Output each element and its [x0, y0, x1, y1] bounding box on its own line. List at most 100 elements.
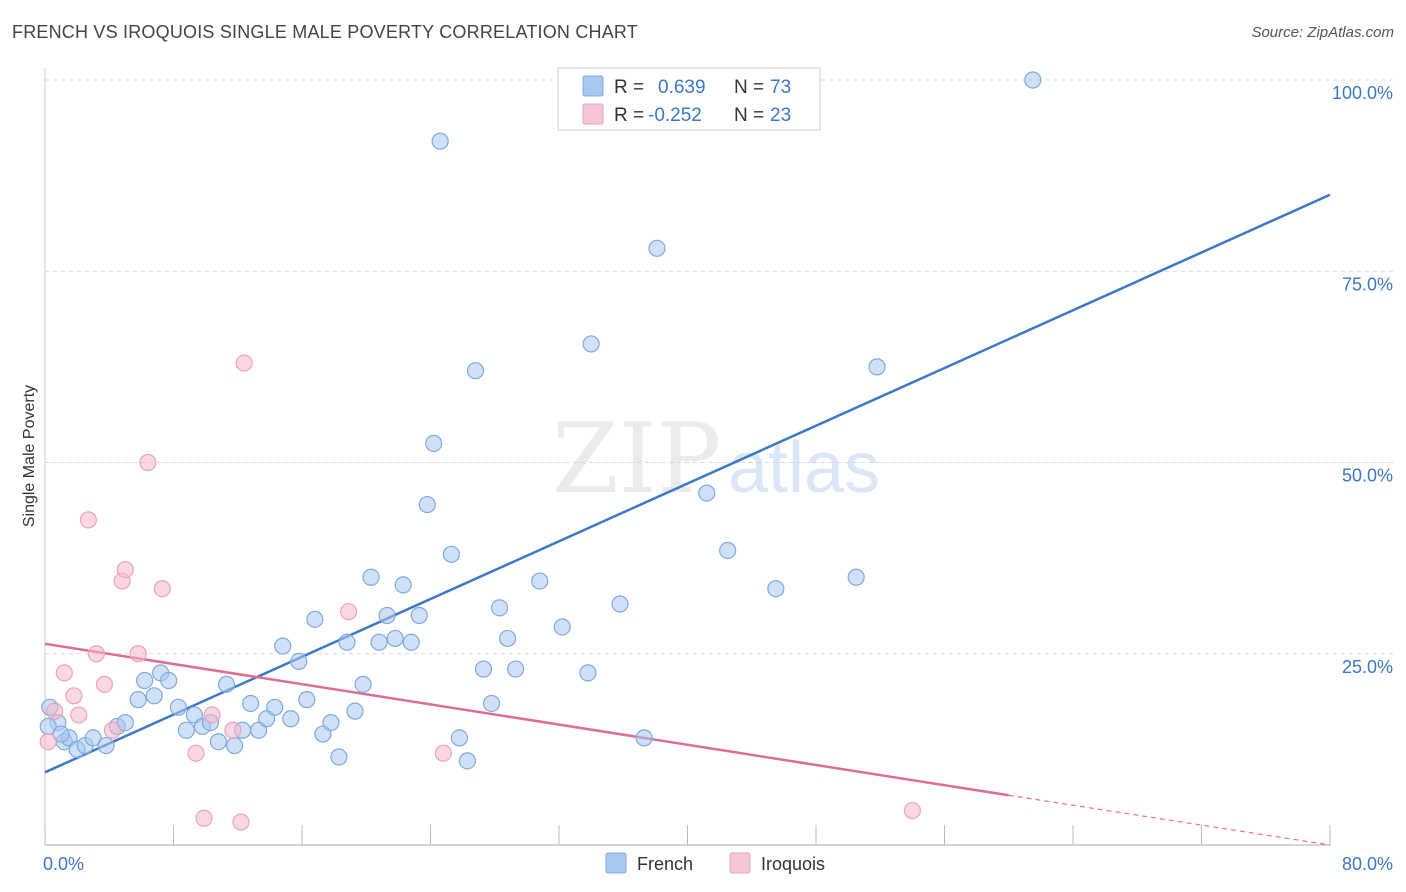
- french-point: [458, 752, 477, 770]
- french-point: [306, 610, 324, 628]
- iroquois-point: [339, 603, 358, 621]
- legend-iroquois-n-label: N =: [734, 105, 764, 126]
- iroquois-point: [187, 744, 205, 762]
- iroquois-point: [903, 801, 921, 820]
- trendline-layer: [44, 193, 1331, 846]
- legend-iroquois-r-label: R =: [614, 105, 644, 126]
- french-point: [431, 132, 449, 150]
- iroquois-point: [116, 560, 134, 579]
- french-point: [868, 358, 886, 376]
- french-point: [474, 660, 493, 678]
- x-tick-label-max: 80.0%: [1342, 854, 1393, 874]
- iroquois-point: [203, 706, 221, 724]
- french-point: [648, 239, 666, 257]
- french-point: [274, 637, 292, 655]
- french-point: [847, 568, 865, 586]
- french-point: [611, 595, 629, 613]
- french-point: [116, 713, 134, 732]
- french-point: [418, 495, 436, 514]
- y-tick-label: 50.0%: [1342, 466, 1393, 486]
- iroquois-point: [129, 645, 147, 663]
- french-point: [135, 671, 154, 690]
- french-point: [145, 687, 163, 705]
- french-point: [282, 710, 300, 728]
- french-trendline: [44, 193, 1331, 774]
- french-point: [499, 629, 517, 648]
- french-point: [582, 335, 600, 353]
- legend-box: R = 0.639 N = 73 R = -0.252 N = 23: [557, 67, 821, 131]
- iroquois-point: [139, 453, 157, 472]
- french-point: [553, 618, 571, 636]
- french-point: [354, 675, 372, 693]
- y-axis-title: Single Male Poverty: [21, 385, 38, 527]
- x-tick-label-min: 0.0%: [43, 854, 84, 874]
- iroquois-point: [224, 721, 242, 739]
- bottom-legend-french-label: French: [637, 854, 693, 874]
- legend-iroquois-n-value: 23: [770, 105, 791, 126]
- french-point: [298, 691, 316, 709]
- french-point: [177, 721, 195, 739]
- french-point: [217, 675, 236, 693]
- french-point: [394, 576, 412, 594]
- french-point: [410, 606, 428, 625]
- iroquois-point: [79, 511, 97, 529]
- french-point: [52, 725, 70, 743]
- iroquois-trendline: [44, 642, 1009, 797]
- iroquois-point: [70, 706, 88, 724]
- chart-title: FRENCH VS IROQUOIS SINGLE MALE POVERTY C…: [12, 22, 638, 42]
- french-point: [209, 733, 228, 751]
- french-point: [169, 698, 187, 716]
- french-point: [370, 633, 388, 651]
- chart-source: Source: ZipAtlas.com: [1251, 24, 1394, 41]
- watermark-zip: ZIP: [552, 403, 721, 515]
- legend-french-n-label: N =: [734, 77, 764, 98]
- french-point: [386, 629, 404, 648]
- french-point: [242, 694, 260, 713]
- french-point: [290, 652, 308, 671]
- french-point: [266, 698, 284, 716]
- iroquois-point: [195, 809, 213, 827]
- french-point: [97, 736, 115, 755]
- axis-layer: 25.0% 50.0% 75.0% 100.0% 0.0% 80.0%: [43, 68, 1393, 874]
- french-point: [160, 671, 178, 690]
- french-point: [719, 541, 737, 560]
- y-tick-label: 75.0%: [1342, 274, 1393, 294]
- french-point: [225, 736, 244, 755]
- bottom-legend-french-swatch: [605, 852, 627, 874]
- french-point: [322, 713, 340, 732]
- legend-iroquois-r-value: -0.252: [648, 105, 702, 126]
- french-point: [482, 694, 501, 713]
- y-tick-label: 100.0%: [1332, 83, 1393, 103]
- legend-french-n-value: 73: [770, 77, 791, 98]
- french-point: [84, 729, 102, 747]
- legend-french-r-value: 0.639: [658, 77, 706, 98]
- iroquois-point: [87, 645, 106, 663]
- french-point: [767, 580, 785, 598]
- french-point: [338, 633, 356, 651]
- iroquois-point: [235, 354, 253, 372]
- french-point: [1024, 71, 1042, 89]
- iroquois-point: [232, 813, 250, 831]
- point-layer: [39, 71, 1042, 831]
- french-point: [378, 606, 396, 625]
- iroquois-point: [55, 664, 73, 682]
- french-point: [402, 633, 420, 651]
- french-point: [531, 572, 549, 590]
- legend-iroquois-swatch: [582, 103, 604, 125]
- french-point: [450, 729, 469, 747]
- french-point: [129, 691, 147, 709]
- iroquois-point: [153, 580, 171, 598]
- bottom-legend: French Iroquois: [605, 852, 825, 874]
- bottom-legend-iroquois-swatch: [729, 852, 751, 874]
- iroquois-point: [65, 687, 83, 705]
- iroquois-point: [95, 675, 114, 693]
- watermark: ZIP atlas: [552, 403, 880, 515]
- watermark-atlas: atlas: [728, 428, 880, 508]
- french-point: [466, 362, 485, 380]
- legend-french-r-label: R =: [614, 77, 644, 98]
- iroquois-trendline-extension: [1008, 794, 1331, 846]
- iroquois-point: [103, 721, 122, 739]
- french-point: [579, 664, 597, 682]
- bottom-legend-iroquois-label: Iroquois: [761, 854, 825, 874]
